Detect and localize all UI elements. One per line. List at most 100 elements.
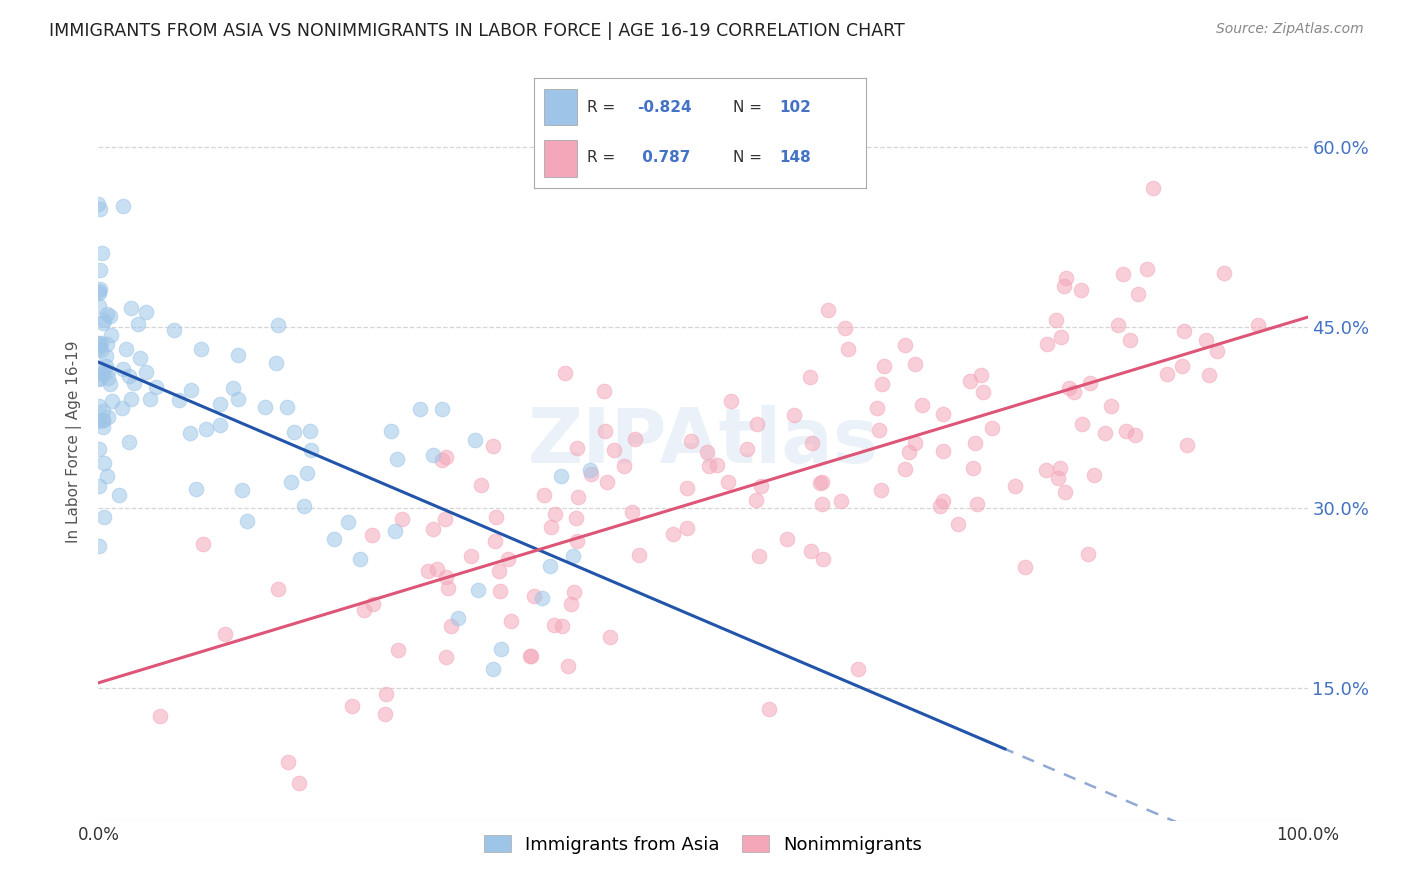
Point (163, 323, 186, 337)
Point (846, 662, 869, 676)
Point (482, 439, 505, 453)
Point (470, 478, 492, 492)
Point (139, 392, 162, 407)
Point (557, 659, 579, 673)
Point (538, 559, 561, 574)
Legend: Immigrants from Asia, Nonimmigrants: Immigrants from Asia, Nonimmigrants (477, 828, 929, 861)
Point (565, 441, 588, 455)
Point (380, 425, 402, 439)
Point (485, 510, 508, 524)
Point (118, 434, 141, 449)
Point (90, 343, 112, 357)
Point (748, 549, 770, 563)
Point (93, 367, 115, 381)
Point (544, 507, 567, 521)
Point (696, 445, 718, 459)
Point (87, 414, 110, 428)
Point (299, 443, 322, 458)
Point (872, 377, 894, 392)
Point (599, 630, 621, 644)
Point (550, 469, 572, 483)
Point (811, 475, 834, 489)
Point (266, 356, 288, 370)
Point (904, 436, 927, 450)
Point (208, 397, 231, 411)
Point (735, 442, 758, 456)
Point (408, 401, 430, 416)
Point (96, 336, 118, 351)
Point (662, 527, 685, 541)
Point (543, 617, 565, 632)
Point (776, 533, 799, 547)
Point (433, 511, 456, 525)
Point (467, 582, 489, 597)
Point (295, 466, 318, 480)
Point (1107, 318, 1129, 333)
Point (1123, 427, 1146, 442)
Point (101, 393, 124, 408)
Point (464, 433, 486, 447)
Point (1094, 426, 1116, 441)
Point (932, 443, 955, 458)
Point (501, 614, 523, 628)
Point (1115, 424, 1137, 438)
Point (1070, 417, 1092, 432)
Point (87, 442, 110, 456)
Point (111, 362, 134, 376)
Point (97, 409, 120, 424)
Point (749, 479, 772, 493)
Point (436, 581, 458, 595)
Point (720, 393, 742, 408)
Point (276, 401, 298, 415)
Point (799, 369, 821, 384)
Point (1126, 287, 1149, 301)
Point (89, 371, 111, 385)
Point (624, 433, 647, 447)
Point (253, 400, 276, 414)
Point (135, 305, 157, 319)
Point (89, 338, 111, 352)
Point (904, 357, 927, 371)
Point (966, 497, 988, 511)
Point (214, 626, 236, 640)
Point (87, 284, 110, 298)
Point (91, 413, 114, 427)
Point (191, 537, 214, 551)
Point (440, 619, 463, 633)
Point (1050, 330, 1073, 344)
Point (120, 392, 142, 407)
Point (283, 425, 305, 440)
Point (434, 450, 457, 465)
Point (928, 500, 950, 514)
Point (1195, 333, 1218, 347)
Point (1246, 318, 1268, 332)
Point (169, 392, 191, 407)
Point (872, 359, 894, 373)
Point (564, 584, 586, 599)
Point (267, 318, 290, 332)
Point (593, 425, 616, 439)
Point (1077, 547, 1099, 561)
Point (336, 515, 359, 529)
Point (1083, 468, 1105, 483)
Point (87, 372, 110, 386)
Point (1136, 261, 1159, 276)
Point (422, 448, 444, 462)
Point (226, 392, 249, 407)
Point (432, 453, 454, 467)
Point (391, 511, 413, 525)
Point (208, 417, 231, 432)
Point (965, 436, 987, 450)
Point (560, 597, 582, 611)
Point (1049, 461, 1071, 475)
Point (267, 582, 290, 597)
Point (554, 366, 576, 380)
Point (89, 263, 111, 277)
Point (481, 662, 503, 676)
Point (277, 756, 299, 770)
Point (179, 425, 201, 440)
Point (97, 371, 120, 385)
Point (1119, 333, 1142, 347)
Point (1036, 336, 1059, 351)
Point (98, 376, 121, 391)
